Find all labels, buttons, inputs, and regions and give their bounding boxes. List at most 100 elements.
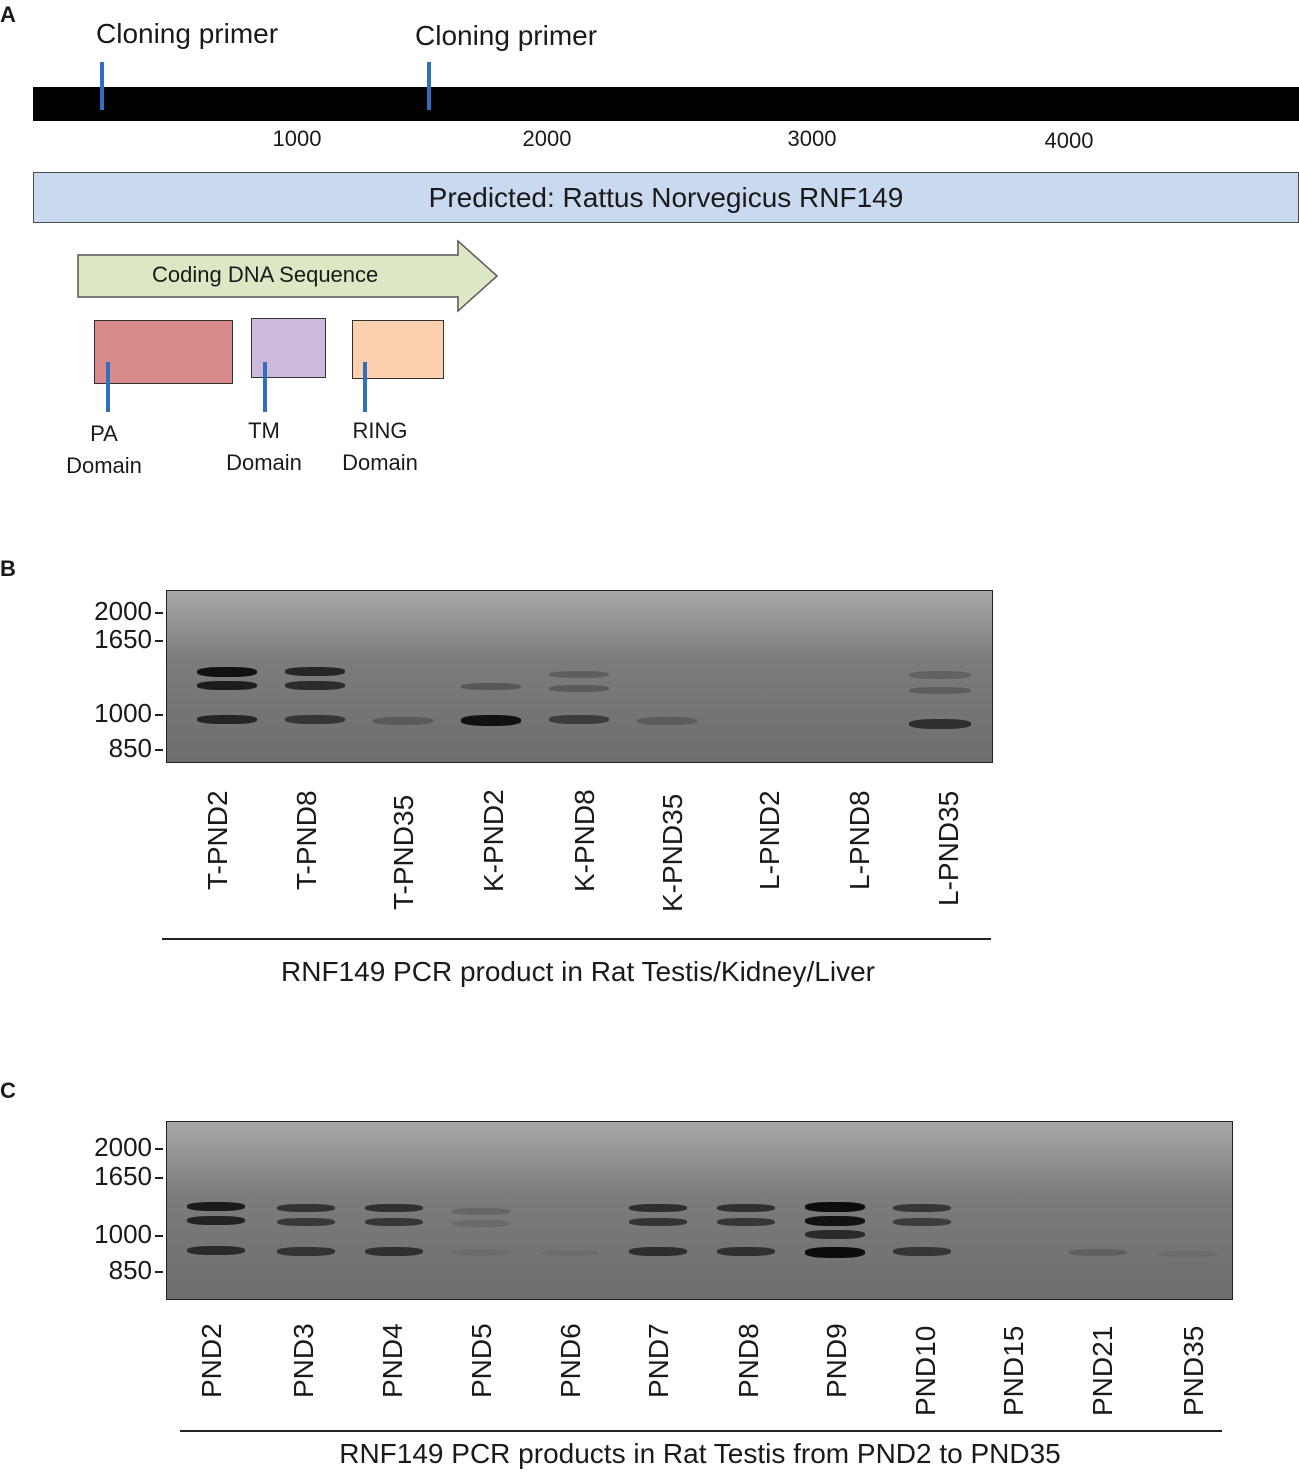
primer-label-2: Cloning primer	[415, 20, 598, 51]
gel-band	[461, 715, 521, 726]
scale-tick-label: 2000	[522, 126, 572, 151]
gel-image-c	[166, 1121, 1233, 1300]
gel-band	[373, 717, 433, 725]
lane-label-c: PND21	[1087, 1325, 1118, 1416]
gel-band	[285, 715, 345, 724]
lane-label-b: K-PND2	[478, 789, 509, 892]
ring-domain-label: RING Domain	[342, 418, 418, 475]
mrna-label: Predicted: Rattus Norvegicus RNF149	[428, 181, 904, 213]
lane-label-c: PND2	[196, 1323, 227, 1398]
gel-band	[285, 681, 345, 690]
ladder-tick	[155, 714, 163, 716]
gel-band	[285, 667, 345, 676]
ladder-tick	[155, 1235, 163, 1237]
gel-band	[452, 1249, 510, 1256]
primer-tick-1	[100, 62, 104, 110]
gel-band	[629, 1204, 687, 1212]
lane-label-c: PND15	[998, 1325, 1029, 1416]
gel-band	[637, 717, 697, 725]
caption-c: RNF149 PCR products in Rat Testis from P…	[339, 1438, 1061, 1469]
gel-band	[277, 1218, 335, 1226]
ladder-tick	[155, 1271, 163, 1273]
lane-label-b: T-PND2	[202, 790, 233, 890]
gel-band	[629, 1247, 687, 1256]
gel-band	[717, 1204, 775, 1212]
ring-domain-tick	[363, 362, 367, 412]
lane-label-c: PND5	[466, 1323, 497, 1398]
gel-band	[197, 667, 257, 677]
lane-label-b: K-PND8	[569, 789, 600, 892]
lane-label-c: PND6	[555, 1323, 586, 1398]
pa-domain-label: PA Domain	[66, 421, 142, 478]
gel-band	[893, 1218, 951, 1226]
pa-domain-box	[94, 320, 233, 384]
lane-label-c: PND7	[643, 1323, 674, 1398]
panel-b-letter: B	[0, 556, 16, 581]
ladder-label-850: 850	[108, 733, 152, 763]
gel-band	[452, 1220, 510, 1227]
gel-band	[197, 715, 257, 724]
gel-band	[893, 1204, 951, 1212]
ladder-label-2000: 2000	[94, 1132, 152, 1162]
gel-band	[365, 1247, 423, 1256]
pa-domain-tick	[106, 362, 110, 412]
lane-label-c: PND8	[733, 1323, 764, 1398]
gel-band	[549, 685, 609, 692]
lane-label-b: K-PND35	[657, 793, 688, 912]
caption-rule-c	[180, 1430, 1222, 1432]
lane-label-b: L-PND2	[754, 790, 785, 890]
gel-band	[365, 1218, 423, 1226]
cds-arrow	[77, 239, 499, 313]
panel-a-letter: A	[0, 2, 16, 27]
ring-domain-box	[352, 320, 444, 379]
ladder-label-1650: 1650	[94, 624, 152, 654]
gel-band	[187, 1246, 245, 1255]
lane-label-b: T-PND8	[291, 790, 322, 890]
tm-domain-label: TM Domain	[226, 418, 302, 475]
cds-label: Coding DNA Sequence	[152, 262, 379, 287]
gel-band	[717, 1247, 775, 1256]
ladder-tick	[155, 1177, 163, 1179]
gel-band	[805, 1247, 865, 1258]
ladder-label-1650: 1650	[94, 1161, 152, 1191]
scale-tick-label: 4000	[1044, 128, 1094, 153]
gel-band	[1159, 1251, 1217, 1257]
gel-band	[629, 1218, 687, 1226]
gel-band	[893, 1247, 951, 1256]
ladder-tick	[155, 1148, 163, 1150]
lane-label-c: PND3	[288, 1323, 319, 1398]
ladder-label-1000: 1000	[94, 1219, 152, 1249]
caption-b: RNF149 PCR product in Rat Testis/Kidney/…	[281, 956, 875, 987]
gel-band	[197, 681, 257, 690]
primer-tick-2	[427, 62, 431, 110]
panel-c-letter: C	[0, 1078, 16, 1103]
gel-band	[909, 687, 971, 694]
gel-band	[277, 1204, 335, 1212]
mrna-transcript-box: Predicted: Rattus Norvegicus RNF149	[33, 172, 1299, 223]
gel-band	[1069, 1249, 1127, 1256]
gel-band	[909, 671, 971, 679]
ladder-label-850: 850	[108, 1255, 152, 1285]
gel-band	[909, 719, 971, 729]
gel-band	[187, 1202, 245, 1211]
gel-image-b	[166, 590, 993, 763]
gel-band	[805, 1230, 865, 1239]
ladder-tick	[155, 749, 163, 751]
lane-label-b: T-PND35	[388, 794, 419, 910]
lane-label-c: PND4	[377, 1323, 408, 1398]
gel-band	[461, 683, 521, 690]
lane-label-c: PND10	[910, 1325, 941, 1416]
gel-band	[717, 1218, 775, 1226]
gel-band	[549, 715, 609, 724]
ladder-tick	[155, 640, 163, 642]
ladder-label-1000: 1000	[94, 698, 152, 728]
caption-rule-b	[162, 938, 991, 940]
gel-band	[541, 1250, 599, 1256]
lane-label-c: PND9	[821, 1323, 852, 1398]
gel-band	[452, 1208, 510, 1215]
gel-band	[805, 1202, 865, 1212]
gel-band	[365, 1204, 423, 1212]
ladder-tick	[155, 612, 163, 614]
lane-label-b: L-PND8	[844, 790, 875, 890]
gel-band	[277, 1247, 335, 1256]
